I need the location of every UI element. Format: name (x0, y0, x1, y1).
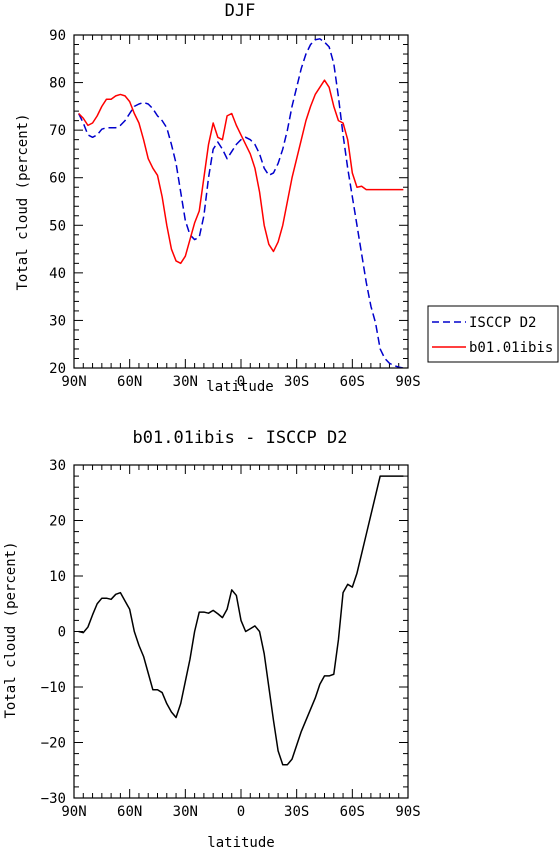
y-tick-label: 20 (49, 514, 66, 530)
x-tick-label: 30S (284, 374, 309, 390)
x-tick-label: 60N (117, 374, 142, 390)
x-tick-label: 90S (395, 374, 420, 390)
top-y-axis-label: Total cloud (percent) (15, 113, 31, 290)
y-tick-label: 10 (49, 569, 66, 585)
top-x-axis-label: latitude (206, 379, 273, 395)
y-tick-label: −30 (41, 791, 66, 807)
bottom-plot-area: 90N 60N 30N 0 30S 60S 90S −30 −20 −10 0 10 20 30 (41, 458, 421, 820)
legend-label-b01-01ibis: b01.01ibis (469, 340, 553, 356)
top-plot-area: 90N 60N 30N 0 30S 60S 90S 20 30 40 50 60 70 80 90 (49, 28, 421, 390)
series-line-difference (78, 475, 404, 766)
x-tick-label: 90N (61, 804, 86, 820)
x-tick-label: 60N (117, 804, 142, 820)
y-tick-label: 20 (49, 361, 66, 377)
bottom-y-axis-label: Total cloud (percent) (3, 541, 19, 718)
x-tick-label: 60S (340, 374, 365, 390)
x-tick-label: 90N (61, 374, 86, 390)
y-tick-label: 70 (49, 123, 66, 139)
plot-frame (73, 464, 409, 799)
legend-box (427, 305, 559, 363)
x-tick-label: 30N (173, 374, 198, 390)
x-tick-label: 90S (395, 804, 420, 820)
y-tick-label: 60 (49, 171, 66, 187)
x-tick-label: 30N (173, 804, 198, 820)
series-line-isccp-d2 (77, 38, 404, 368)
y-tick-label: 50 (49, 218, 66, 234)
bottom-panel: b01.01ibis - ISCCP D2 90N 60N 30N 0 30S 60S 90… (3, 428, 421, 851)
series-line-b01-01ibis (78, 79, 404, 265)
x-tick-label: 0 (237, 374, 245, 390)
legend-label-isccp-d2: ISCCP D2 (469, 315, 536, 331)
legend: ISCCP D2 b01.01ibis (427, 305, 559, 363)
y-tick-label: 30 (49, 458, 66, 474)
y-tick-label: 40 (49, 266, 66, 282)
x-tick-label: 0 (237, 804, 245, 820)
y-tick-label: 90 (49, 28, 66, 44)
y-tick-label: −10 (41, 680, 66, 696)
top-panel: DJF 90N 60N 30N 0 30S 60S 90S2030405060708090 … (15, 1, 421, 395)
bottom-chart-title: b01.01ibis - ISCCP D2 (133, 428, 348, 448)
y-tick-label: 30 (49, 313, 66, 329)
plot-frame (73, 34, 409, 369)
x-tick-label: 60S (340, 804, 365, 820)
x-tick-label: 30S (284, 804, 309, 820)
top-chart-title: DJF (225, 1, 256, 21)
bottom-x-axis-label: latitude (207, 835, 274, 851)
y-tick-label: 80 (49, 76, 66, 92)
y-tick-label: 0 (58, 625, 66, 641)
y-tick-label: −20 (41, 736, 66, 752)
